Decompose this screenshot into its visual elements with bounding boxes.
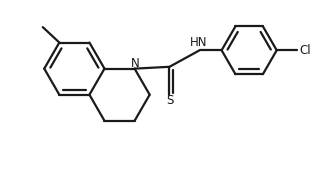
Text: N: N [131, 57, 140, 70]
Text: HN: HN [190, 36, 208, 49]
Text: S: S [166, 95, 174, 107]
Text: Cl: Cl [299, 44, 311, 57]
